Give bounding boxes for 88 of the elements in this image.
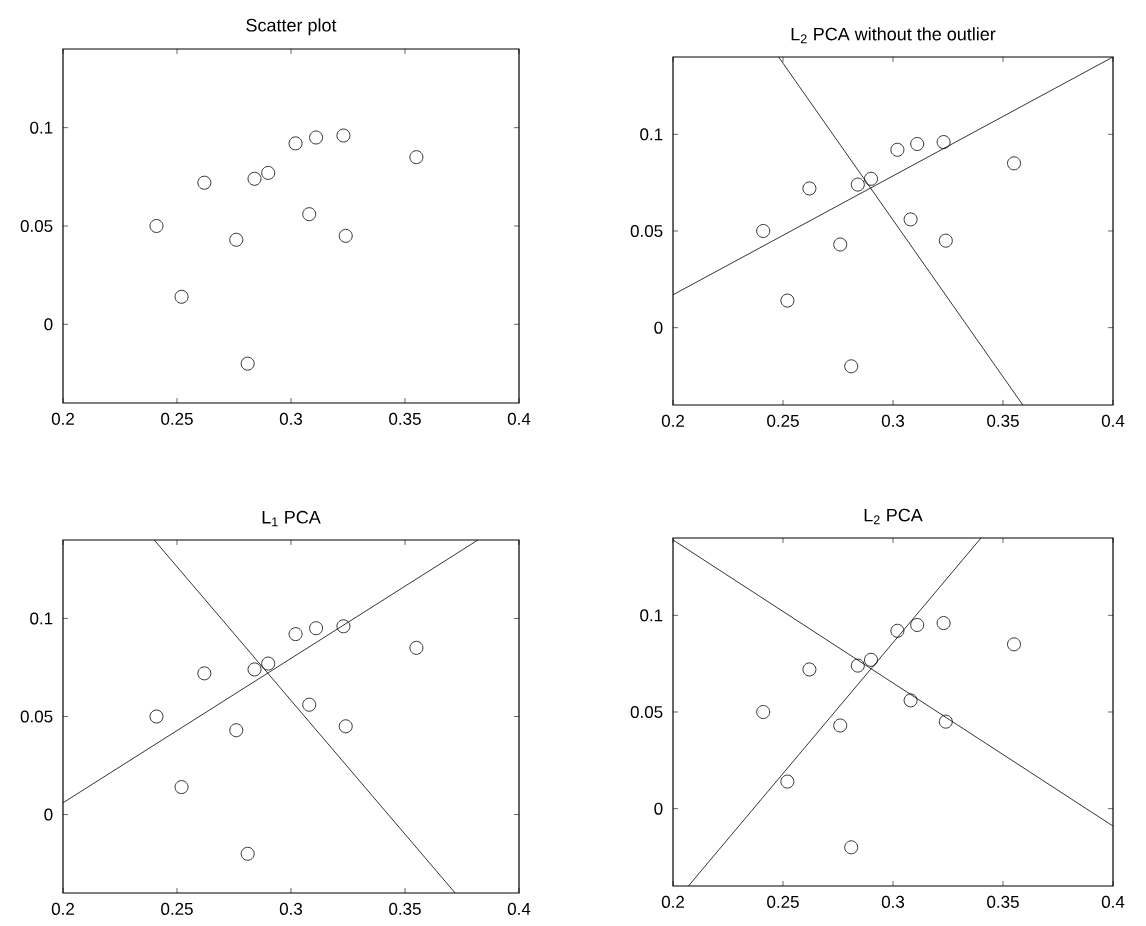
point: [903, 693, 918, 708]
y-tick-label: 0: [654, 321, 663, 334]
point: [850, 658, 865, 673]
point: [756, 224, 771, 238]
point: [936, 616, 951, 630]
y-tick-label: 0.1: [30, 121, 53, 134]
point: [149, 709, 164, 724]
x-tick-label: 0.4: [1101, 414, 1125, 427]
point: [309, 130, 323, 145]
point: [938, 233, 953, 248]
y-tick-label: 0.1: [640, 609, 663, 622]
x-tick-label: 0.4: [1101, 895, 1125, 908]
point: [174, 780, 189, 794]
x-tick-label: 0.35: [987, 414, 1019, 427]
x-tick-label: 0.3: [881, 895, 905, 908]
point: [338, 719, 353, 734]
point: [802, 181, 817, 196]
point: [240, 356, 255, 371]
y-tick-label: 0.1: [30, 612, 53, 625]
point: [780, 293, 795, 308]
x-tick-label: 0.3: [881, 414, 905, 427]
point: [409, 640, 424, 655]
point: [910, 618, 925, 632]
point: [938, 714, 953, 729]
point: [844, 359, 859, 374]
x-tick-label: 0.25: [767, 414, 799, 427]
point: [229, 723, 244, 738]
x-tick-label: 0.35: [987, 895, 1019, 908]
point: [864, 171, 878, 186]
chart-title: Scatter plot: [246, 18, 337, 36]
chart-title: L$_{2}$ PCA: [864, 508, 923, 525]
point: [336, 619, 351, 634]
x-tick-label: 0.2: [661, 895, 684, 908]
x-tick-label: 0.3: [279, 412, 303, 425]
x-tick-label: 0.2: [51, 412, 74, 425]
x-tick-label: 0.35: [389, 902, 421, 915]
point: [936, 135, 951, 149]
point: [247, 171, 262, 186]
point: [197, 175, 212, 190]
point: [850, 177, 865, 192]
point: [890, 142, 905, 157]
point: [910, 137, 925, 151]
point: [288, 627, 303, 642]
y-tick-label: 0.05: [20, 219, 53, 233]
chart-title: L$_{2}$ PCA without the outlier: [791, 27, 996, 44]
x-tick-label: 0.2: [51, 902, 74, 915]
x-tick-label: 0.25: [161, 412, 193, 425]
x-tick-label: 0.35: [389, 412, 421, 425]
point: [409, 150, 424, 165]
y-tick-label: 0: [44, 318, 53, 331]
point: [174, 289, 189, 304]
point: [1007, 637, 1021, 652]
x-tick-label: 0.25: [767, 895, 799, 908]
y-tick-label: 0: [654, 802, 663, 815]
point: [802, 662, 817, 677]
point: [756, 705, 771, 719]
point: [903, 212, 918, 227]
point: [288, 136, 303, 151]
point: [261, 656, 276, 671]
point: [197, 666, 212, 681]
point: [149, 219, 164, 233]
point: [864, 652, 878, 667]
y-tick-label: 0.05: [20, 710, 53, 723]
y-tick-label: 0.05: [630, 224, 663, 238]
y-tick-label: 0.05: [630, 705, 663, 719]
x-tick-label: 0.2: [661, 414, 684, 427]
point: [302, 697, 317, 712]
point: [338, 228, 353, 243]
y-tick-label: 0: [44, 808, 53, 821]
point: [261, 165, 276, 180]
x-tick-label: 0.3: [279, 902, 303, 915]
point: [240, 846, 255, 861]
x-tick-label: 0.4: [507, 902, 531, 915]
point: [229, 232, 244, 247]
point: [302, 207, 317, 222]
point: [833, 237, 848, 252]
point: [833, 718, 848, 733]
point: [844, 840, 859, 855]
y-tick-label: 0.1: [640, 128, 663, 141]
chart-title: L$_{1}$ PCA: [262, 510, 321, 527]
point: [247, 662, 262, 677]
x-tick-label: 0.4: [507, 412, 531, 425]
point: [1007, 156, 1021, 171]
x-tick-label: 0.25: [161, 902, 193, 915]
point: [336, 128, 351, 143]
point: [890, 623, 905, 638]
point: [780, 774, 795, 789]
point: [309, 621, 323, 636]
